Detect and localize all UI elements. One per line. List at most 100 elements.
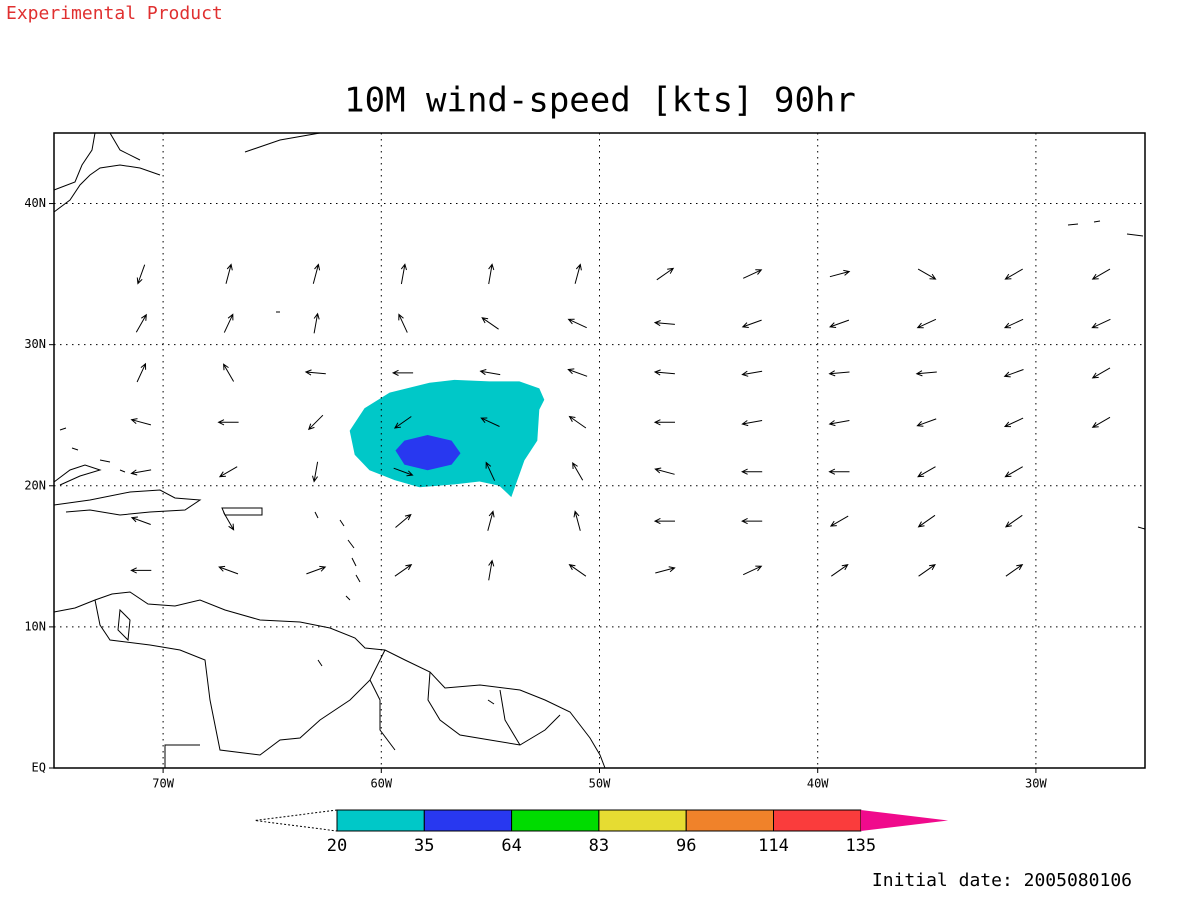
x-tick-label: 30W [1025,777,1047,791]
wind-arrow [653,320,675,327]
wind-arrow [742,269,763,279]
wind-arrow [916,318,937,329]
wind-arrow [916,418,937,427]
wind-arrow [136,264,146,285]
wind-arrow [1003,369,1024,378]
coastline [53,464,102,486]
wind-arrow [218,466,238,478]
wind-arrow [135,313,147,333]
wind-arrow [741,319,762,328]
colorbar-over [860,810,949,831]
colorbar-box [685,809,775,832]
shading [349,379,545,498]
coastline [1067,220,1146,530]
wind-arrow [304,369,326,376]
colorbar-label: 64 [501,836,521,856]
wind-arrow [917,466,936,478]
wind-arrow [218,565,239,575]
wind-arrow [653,419,675,426]
wind-arrow [828,420,850,427]
colorbar-label: 20 [327,836,347,856]
wind-arrow [1004,514,1023,528]
wind-arrow [654,467,675,475]
wind-arrow [130,567,152,574]
wind-arrow [1091,318,1111,329]
colorbar-label: 114 [758,836,789,856]
y-tick-label: 40N [24,196,46,210]
shaded-area [349,379,545,498]
wind-arrow [741,370,763,377]
wind-arrow [567,318,587,329]
coastline [221,507,263,516]
x-tick-label: 40W [807,777,829,791]
wind-arrow [1003,318,1024,329]
wind-arrow [567,368,588,377]
wind-arrow [915,370,937,377]
wind-arrow [741,517,763,525]
wind-arrow [312,263,321,284]
header: Experimental Product [6,3,223,24]
y-tick-label: EQ [32,761,46,775]
wind-arrow [568,564,587,577]
wind-arrow [917,268,937,280]
colorbar: 20 35 64 83 96 114 135 [254,809,949,856]
wind-arrow [831,564,849,577]
wind-arrow [574,263,582,284]
wind-arrow [655,566,676,574]
border [94,599,561,768]
wind-arrow [917,514,936,528]
colorbar-box [336,809,425,832]
wind-arrow [829,319,850,328]
wind-arrow [394,564,413,577]
wind-arrow [1091,268,1111,280]
wind-arrow [223,512,235,531]
wind-arrow [572,461,584,481]
colorbar-box [773,809,862,832]
wind-arrow [398,313,408,333]
wind-arrow [130,516,151,525]
colorbar-label: 35 [414,836,434,856]
wind-arrow [136,362,147,383]
wind-arrow [393,467,414,477]
shaded-area [395,435,461,471]
colorbar-box [511,809,600,832]
axes: 70W 60W 50W 40W 30W EQ 10N 20N 30N 40N [24,196,1047,790]
wind-arrow [223,313,234,333]
wind-arrow [918,564,936,577]
wind-arrow [481,317,499,330]
wind-arrow [391,369,414,376]
grid [54,133,1145,769]
coastlines [53,132,1146,769]
wind-arrow [1004,268,1023,280]
coastline [59,311,495,705]
wind-arrow [479,369,501,376]
wind-arrow [485,461,496,481]
wind-arrow [1003,417,1024,428]
wind-arrow [488,559,495,581]
coastline [53,591,606,769]
wind-arrow [223,363,235,382]
wind-arrow [313,312,320,334]
coastline [53,489,202,516]
wind-arrow [308,414,324,431]
colorbar-box [598,809,687,832]
wind-arrow [395,513,412,528]
coastline [53,132,321,213]
wind-arrow [130,469,152,476]
wind-arrow [225,263,233,284]
y-tick-label: 30N [24,337,46,351]
wind-arrow [829,515,849,527]
wind-arrow [480,417,500,427]
colorbar-label: 135 [845,836,876,856]
wind-arrow [312,461,319,483]
wind-arrow [742,565,763,576]
wind-arrow [741,420,763,427]
wind-arrow [488,263,495,285]
wind-arrow [130,418,152,426]
wind-arrow [400,263,407,285]
colorbar-under [254,809,338,832]
x-tick-label: 70W [152,777,174,791]
wind-arrow [487,510,495,531]
